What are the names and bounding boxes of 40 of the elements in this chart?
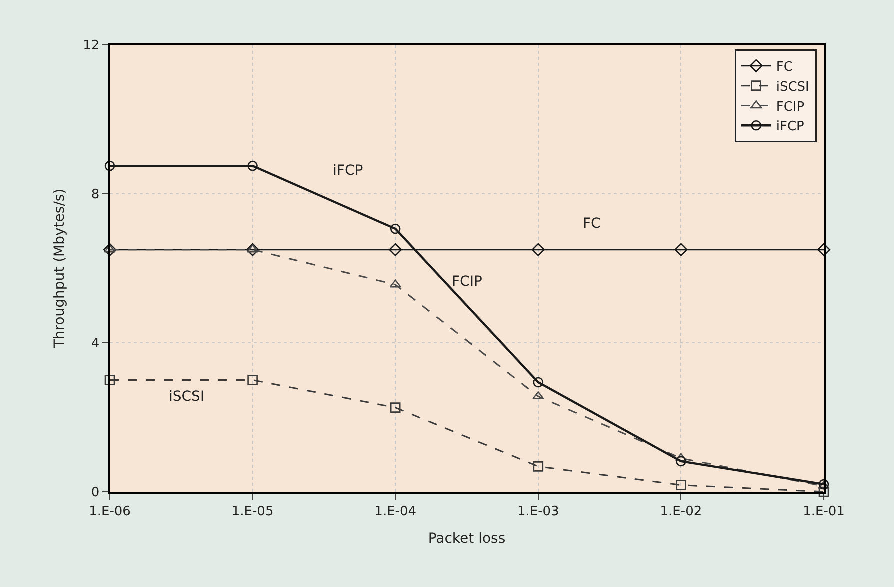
point: [390, 224, 401, 234]
point: [246, 243, 260, 256]
legend-label: iSCSI: [776, 80, 810, 95]
point: [676, 480, 686, 490]
x-tick-label: 1.E-01: [803, 504, 845, 520]
x-tick-label: 1.E-06: [89, 504, 131, 520]
annotation: FC: [583, 216, 602, 232]
point: [104, 244, 116, 253]
point: [818, 243, 830, 256]
point: [533, 377, 544, 388]
y-tick-label: 0: [91, 486, 100, 501]
point: [532, 391, 544, 400]
point: [532, 243, 545, 256]
point: [104, 160, 116, 172]
annotation: FCIP: [452, 274, 482, 290]
point: [104, 243, 116, 256]
x-tick-label: 1.E-05: [232, 504, 274, 520]
x-axis-title: Packet loss: [428, 531, 506, 548]
x-tick-label: 1.E-03: [517, 504, 560, 520]
point: [533, 462, 544, 472]
y-tick-label: 4: [91, 336, 100, 352]
point: [818, 486, 830, 498]
point: [389, 243, 402, 256]
point: [248, 160, 258, 172]
annotation: iFCP: [333, 163, 364, 179]
point: [248, 375, 258, 386]
point: [104, 375, 116, 386]
point: [390, 402, 401, 413]
annotation: iSCSI: [169, 389, 205, 405]
y-tick-label: 12: [83, 38, 100, 54]
point: [674, 243, 688, 256]
point: [390, 280, 402, 288]
y-axis-title: Throughput (Mbytes/s): [52, 188, 68, 350]
x-tick-label: 1.E-04: [374, 504, 417, 520]
legend-label: iFCP: [776, 120, 805, 135]
point: [676, 456, 686, 467]
legend-label: FC: [776, 60, 793, 75]
x-tick-label: 1.E-02: [660, 504, 702, 520]
legend-label: FCIP: [776, 100, 805, 115]
y-tick-label: 8: [91, 188, 100, 203]
